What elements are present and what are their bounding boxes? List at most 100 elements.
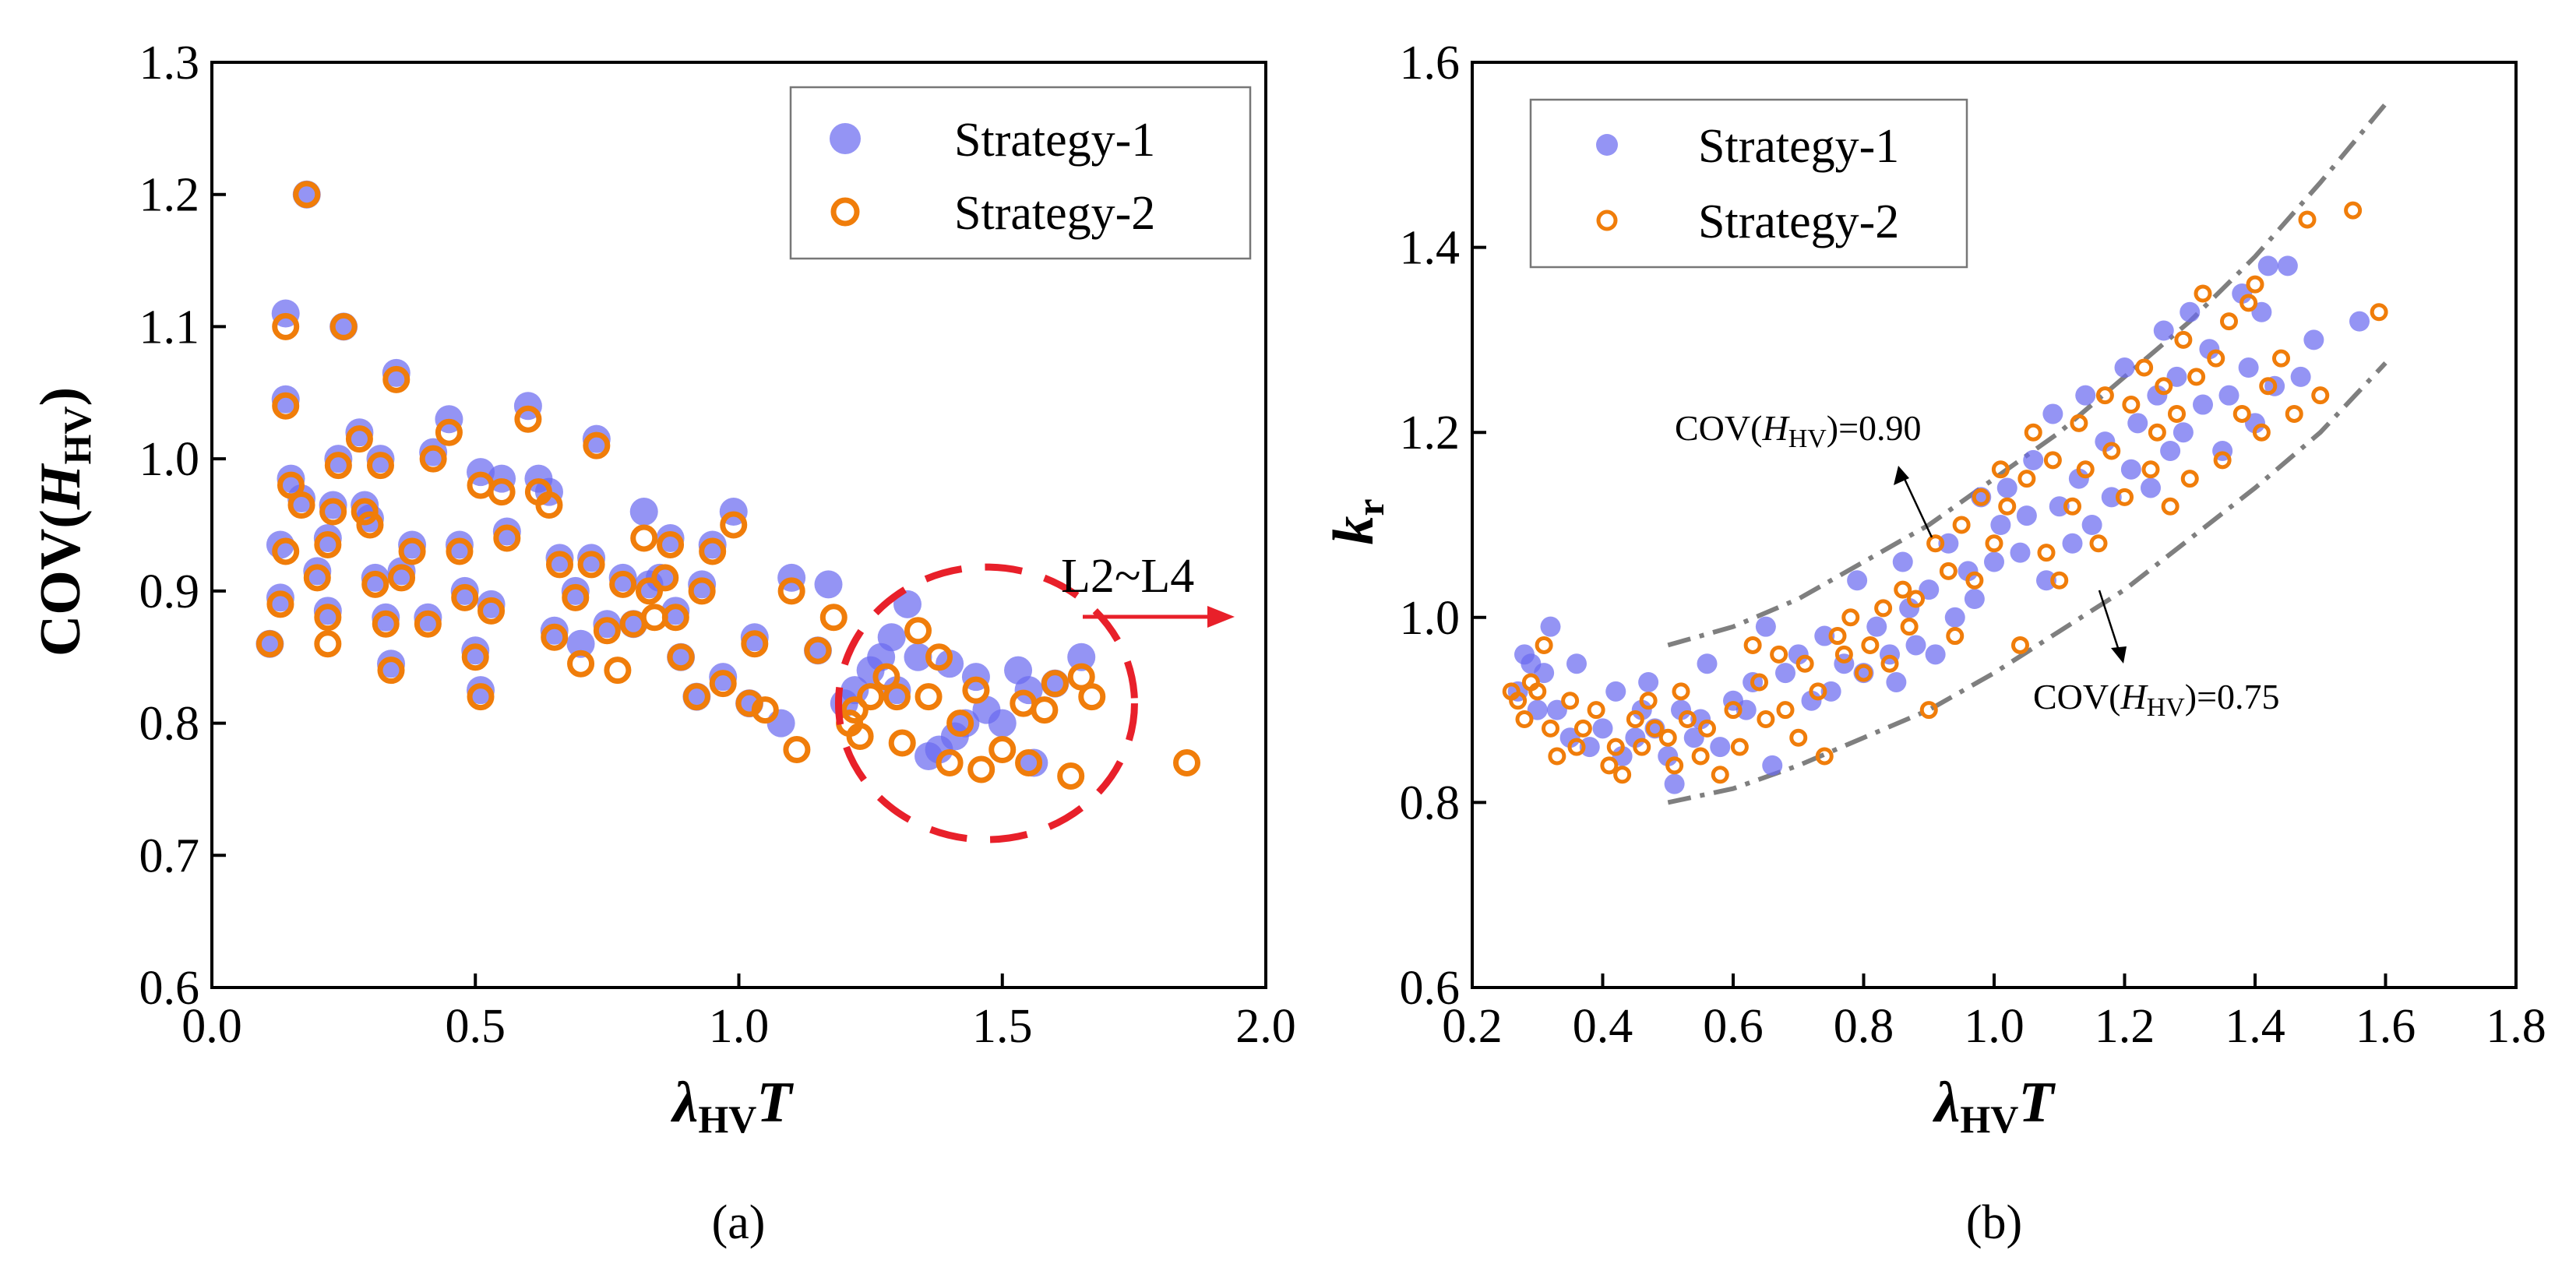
strategy-1-point [2160,440,2181,461]
strategy-2-point [988,736,1017,764]
strategy-1-point [646,563,675,592]
strategy-1-point [593,610,622,639]
y-label-subscript: r [1348,498,1392,516]
strategy-2-point [583,431,611,459]
y-tick-label: 0.6 [1400,962,1461,1015]
strategy-2-point [1658,728,1677,747]
y-label-variable: k [1322,516,1386,545]
strategy-1-point [904,643,932,671]
strategy-1-point [2257,255,2278,276]
upper-label-sub: HV [1788,424,1827,453]
strategy-2-point [1633,738,1651,756]
strategy-2-point [1750,673,1768,692]
panel-b-label: (b) [1966,1196,2022,1249]
x-tick-label: 2.0 [1235,1000,1296,1053]
strategy-2-point [1809,682,1827,701]
strategy-1-point [951,709,980,738]
strategy-1-point [1964,589,1985,610]
strategy-2-point [2252,423,2271,442]
strategy-1-point [1755,616,1776,637]
upper-label-suffix: )=0.90 [1827,408,1922,448]
strategy-2-point [1724,701,1743,720]
strategy-1-point [1788,644,1809,665]
strategy-1-point [1566,653,1587,674]
strategy-2-point [435,418,463,446]
strategy-2-point [720,511,748,539]
panel-b-axes: 0.2 0.4 0.6 0.8 1.0 1.2 1.4 1.6 1.8 0.6 0.8 1.0 1.2 1… [1400,37,2546,1053]
strategy-1-point [2290,366,2311,387]
strategy-1-point [1534,663,1555,684]
strategy-2-point [1542,719,1559,738]
strategy-1-point [1631,699,1652,720]
strategy-2-point [857,683,885,711]
x-tick-label: 1.0 [709,1000,770,1053]
strategy-2-point [1173,748,1201,776]
panel-a-legend: Strategy-1 Strategy-2 [789,86,1252,260]
strategy-1-point [1925,644,1946,665]
strategy-2-point [314,630,342,658]
strategy-1-point [1762,755,1783,776]
strategy-1-point [2068,468,2089,489]
legend-marker-strategy-1 [830,123,861,154]
strategy-1-point [313,523,342,552]
strategy-1-point [377,650,406,678]
strategy-1-point [582,424,611,453]
strategy-2-point [1041,670,1069,698]
strategy-1-point [1638,671,1659,692]
strategy-1-point [740,623,769,652]
strategy-2-point [1834,645,1853,664]
strategy-2-point [1626,709,1644,728]
strategy-2-point [2272,349,2290,368]
lower-label-var: H [2120,677,2148,716]
strategy-1-point [629,498,658,526]
strategy-2-point [272,392,300,420]
x-tick-label: 0.0 [181,1000,242,1053]
l2-l4-arrow-head [1207,606,1235,628]
strategy-1-point [2141,477,2161,498]
panel-a: L2~L4 0.0 0.5 1.0 1.5 2.0 0.6 0.7 0.8 0.9 1.0 1.1 1… [29,37,1296,1249]
strategy-1-point [1899,597,1920,618]
strategy-1-point [1605,681,1626,702]
strategy-1-point [2016,505,2037,526]
strategy-2-point [2194,284,2212,303]
strategy-1-point [414,603,442,632]
strategy-2-point [667,643,695,671]
x-label-variable: T [756,1071,794,1135]
x-label-subscript: HV [1960,1097,2018,1141]
lower-label-sub: HV [2147,693,2186,722]
strategy-1-point [361,563,389,592]
y-label-suffix: ) [29,387,93,407]
strategy-1-point [2199,339,2220,360]
legend-marker-strategy-2 [1596,209,1618,231]
strategy-2-point [2187,368,2206,386]
strategy-2-point [545,551,573,579]
lower-bound-label: COV(HHV)=0.75 [2033,677,2280,722]
strategy-2-point [577,551,605,579]
strategy-2-point [657,530,685,558]
strategy-2-point [314,604,342,632]
strategy-2-point [314,530,342,558]
strategy-2-point [604,657,632,685]
strategy-2-point [1730,738,1749,756]
strategy-1-point [445,530,474,559]
x-label-subscript: HV [698,1097,756,1141]
strategy-1-point [540,616,569,645]
strategy-2-point [1972,488,1990,506]
strategy-2-point [2344,201,2363,220]
strategy-2-point [661,604,689,632]
strategy-2-point [840,696,869,724]
l2-l4-annotation: L2~L4 [834,550,1235,843]
strategy-2-point [751,696,779,724]
strategy-2-point [535,491,563,519]
strategy-2-point [1015,748,1043,776]
strategy-2-point [2148,423,2166,442]
x-label-variable: T [2018,1071,2056,1135]
strategy-1-point [345,418,374,447]
strategy-2-point [819,604,848,632]
strategy-1-point [1820,681,1841,702]
strategy-2-point [2017,470,2036,488]
strategy-2-point [936,748,964,776]
x-tick-label: 0.5 [446,1000,506,1053]
strategy-2-point [914,683,943,711]
strategy-2-point [1946,627,1965,646]
